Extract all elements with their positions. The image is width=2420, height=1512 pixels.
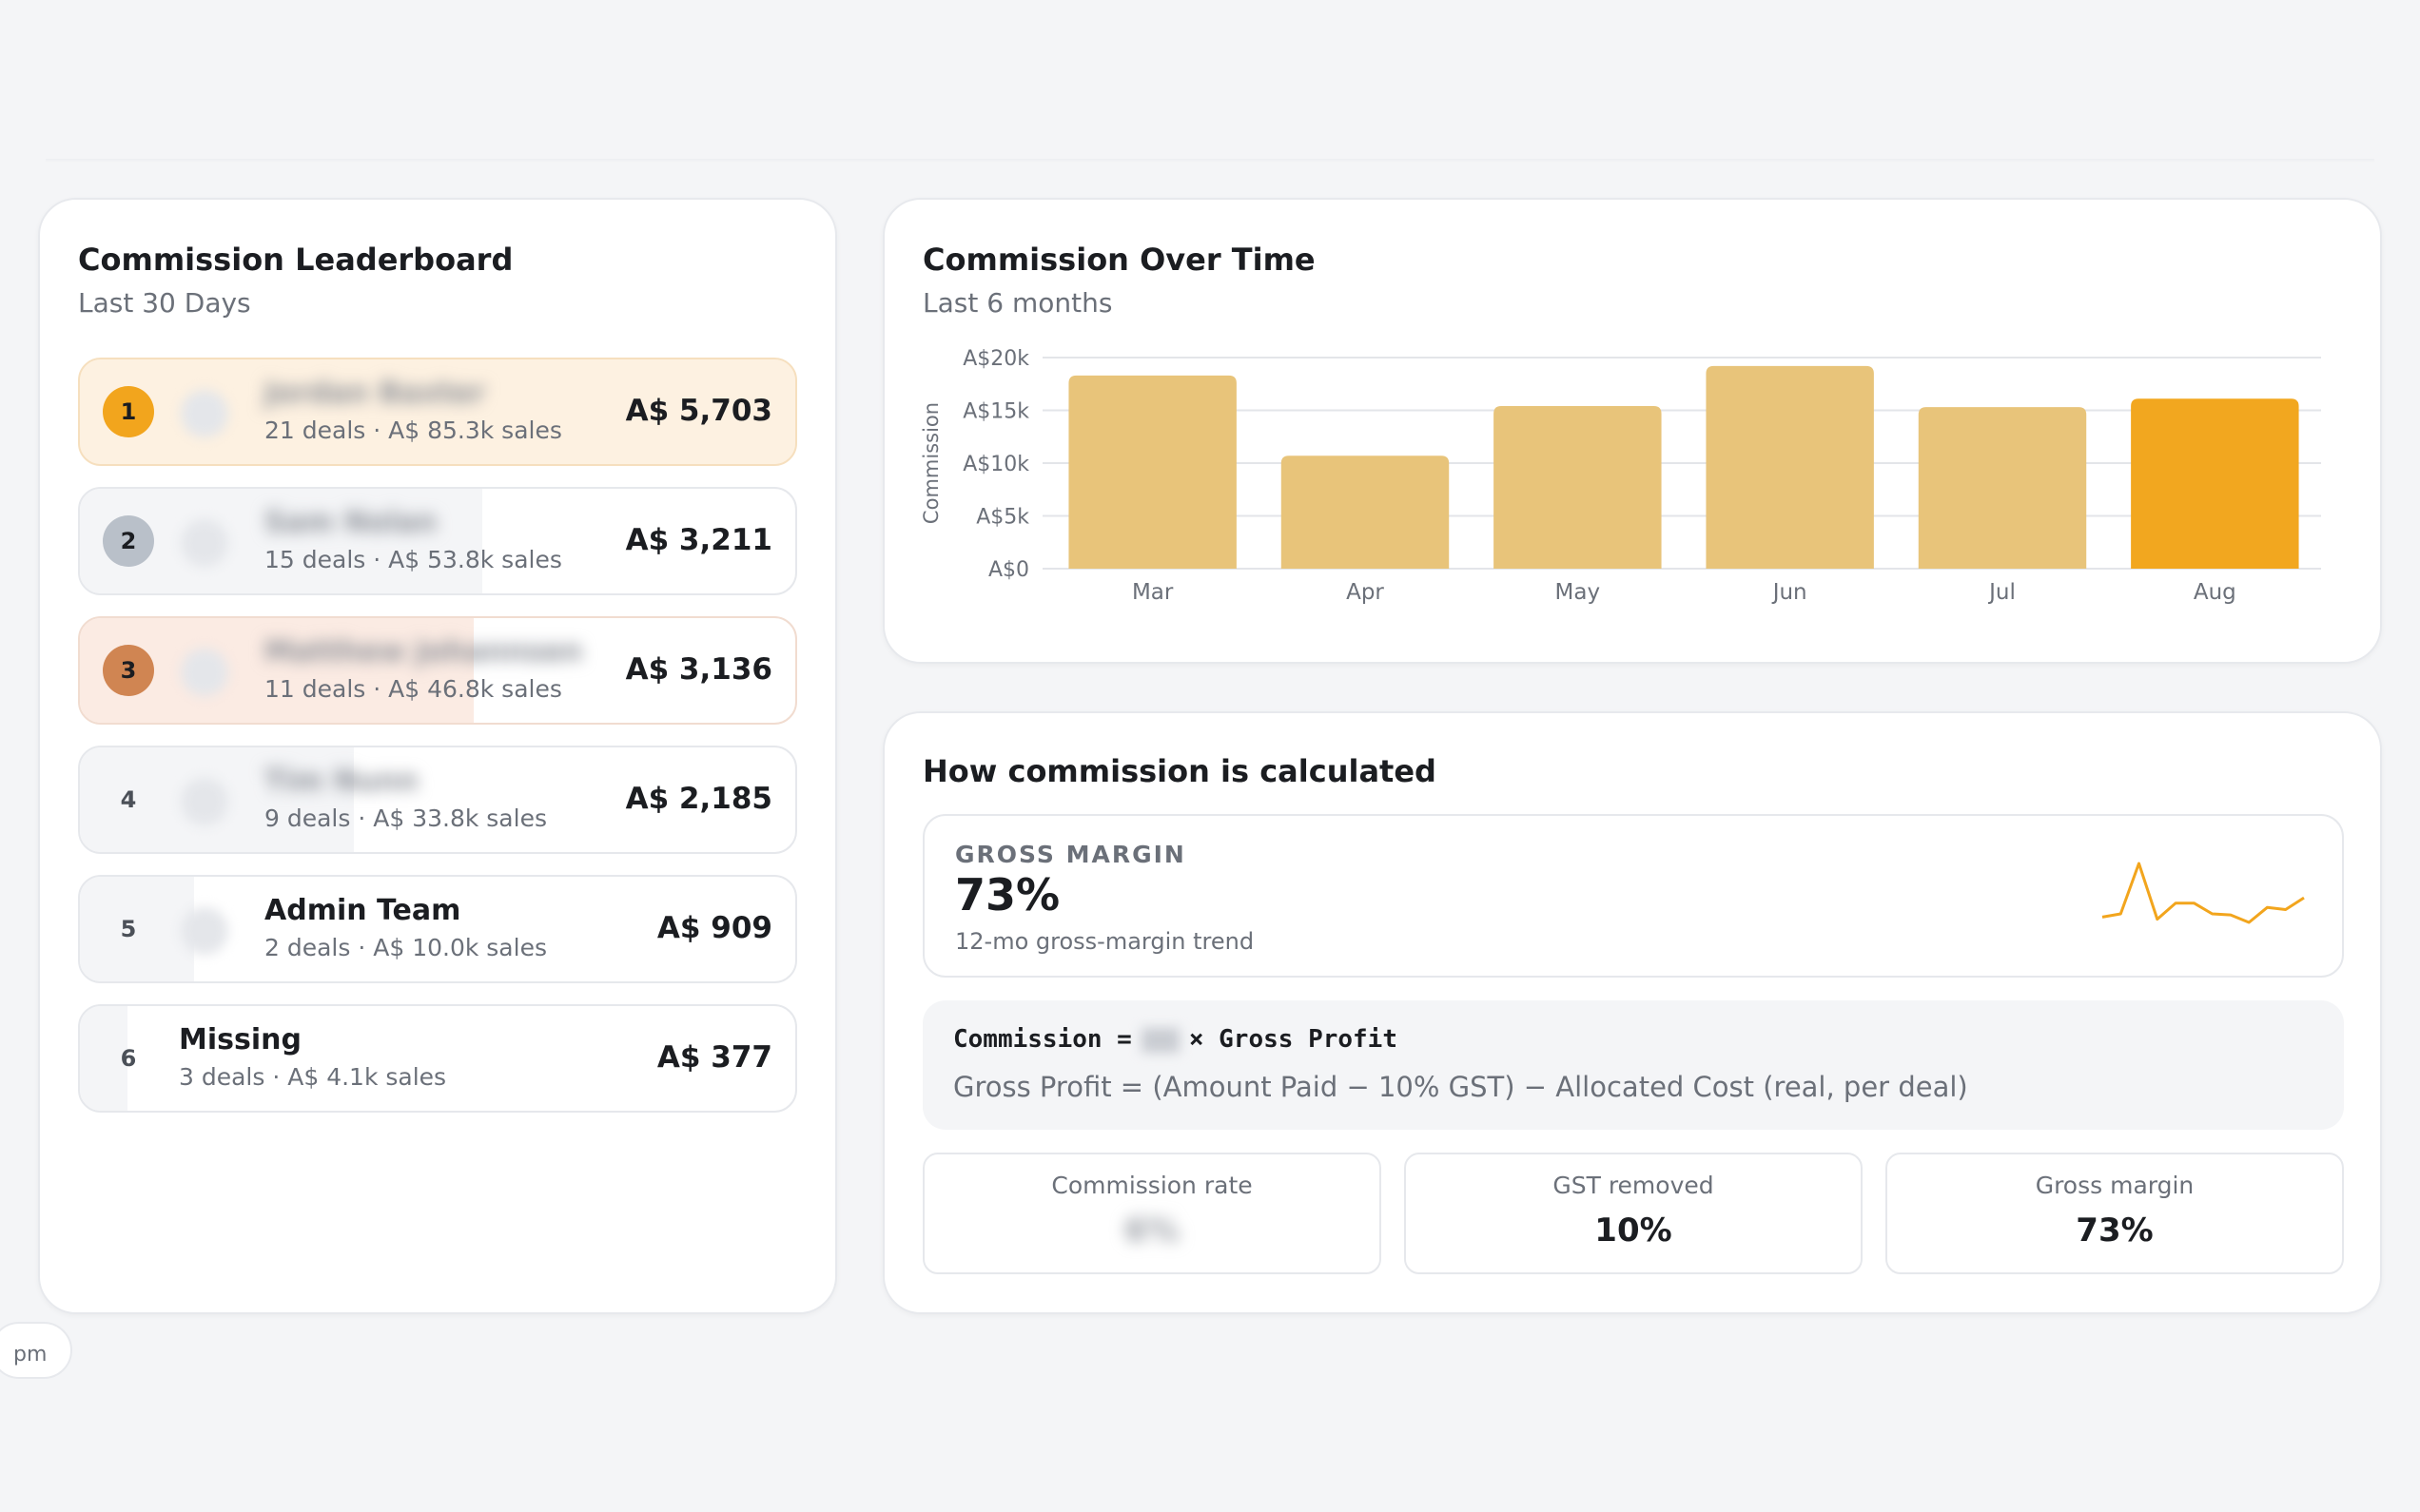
- gross-margin-value: 73%: [955, 869, 1060, 921]
- formula-prefix: Commission =: [953, 1025, 1132, 1054]
- rep-deals-summary: 3 deals · A$ 4.1k sales: [179, 1063, 446, 1091]
- calc-title: How commission is calculated: [923, 753, 1436, 789]
- rep-deals-summary: 21 deals · A$ 85.3k sales: [264, 417, 562, 444]
- top-divider: [46, 159, 2374, 163]
- sparkline-path: [2102, 863, 2304, 922]
- rep-deals-summary: 15 deals · A$ 53.8k sales: [264, 546, 562, 573]
- leaderboard-row[interactable]: 6 Missing 3 deals · A$ 4.1k sales A$ 377: [78, 1004, 797, 1113]
- avatar: [181, 519, 228, 567]
- rep-commission-amount: A$ 3,211: [626, 523, 772, 557]
- gross-margin-label: GROSS MARGIN: [955, 841, 1186, 868]
- chart-bar-aug[interactable]: [2131, 398, 2298, 569]
- rep-name: Missing: [179, 1023, 302, 1056]
- stat-label: Commission rate: [925, 1172, 1379, 1199]
- y-tick-label: A$20k: [963, 347, 1029, 371]
- leaderboard-row[interactable]: 4 Tim Nunn 9 deals · A$ 33.8k sales A$ 2…: [78, 746, 797, 854]
- stat-value: 10%: [1406, 1212, 1861, 1250]
- leaderboard-list: 1 Jordan Baxter 21 deals · A$ 85.3k sale…: [78, 358, 797, 1134]
- commission-formula: Commission = × Gross Profit: [953, 1025, 1397, 1054]
- rep-name: Tim Nunn: [264, 765, 419, 798]
- gross-profit-formula: Gross Profit = (Amount Paid − 10% GST) −…: [953, 1071, 1968, 1103]
- rep-name: Jordan Baxter: [264, 377, 485, 410]
- stat-gross-margin: Gross margin 73%: [1885, 1153, 2344, 1274]
- leaderboard-row[interactable]: 1 Jordan Baxter 21 deals · A$ 85.3k sale…: [78, 358, 797, 466]
- x-tick-label: Jul: [1987, 580, 2016, 605]
- rep-commission-amount: A$ 5,703: [626, 394, 772, 428]
- formula-panel: Commission = × Gross Profit Gross Profit …: [923, 1000, 2344, 1130]
- rep-name: Admin Team: [264, 894, 460, 927]
- stat-value: 73%: [1887, 1212, 2342, 1250]
- x-tick-label: Aug: [2194, 580, 2236, 605]
- y-tick-label: A$10k: [963, 453, 1029, 476]
- y-tick-label: A$15k: [963, 400, 1029, 424]
- commission-bar-chart: A$0 A$5k A$10k A$15k A$20k Commission Mar Apr Ma…: [885, 200, 2380, 662]
- avatar: [181, 778, 228, 825]
- leaderboard-card: Commission Leaderboard Last 30 Days 1 Jo…: [38, 198, 837, 1314]
- leaderboard-row[interactable]: 2 Sam Nolan 15 deals · A$ 53.8k sales A$…: [78, 487, 797, 595]
- x-tick-label: May: [1555, 580, 1601, 605]
- stat-label: GST removed: [1406, 1172, 1861, 1199]
- rep-deals-summary: 9 deals · A$ 33.8k sales: [264, 804, 547, 832]
- rep-commission-amount: A$ 2,185: [626, 782, 772, 816]
- x-tick-label: Mar: [1132, 580, 1174, 605]
- leaderboard-subtitle: Last 30 Days: [78, 287, 251, 319]
- formula-suffix: × Gross Profit: [1189, 1025, 1397, 1054]
- rep-deals-summary: 2 deals · A$ 10.0k sales: [264, 934, 547, 961]
- rank-badge: 3: [103, 645, 154, 696]
- edge-chip-label: pm: [13, 1343, 47, 1367]
- gross-margin-sparkline: [2098, 860, 2317, 936]
- chart-bar-mar[interactable]: [1068, 376, 1236, 569]
- stat-commission-rate: Commission rate 6%: [923, 1153, 1381, 1274]
- rep-name: Matthew Johannsen: [264, 635, 582, 669]
- redacted-rate: [1142, 1028, 1180, 1053]
- rep-commission-amount: A$ 3,136: [626, 652, 772, 687]
- rep-name: Sam Nolan: [264, 506, 437, 539]
- stat-gst-removed: GST removed 10%: [1404, 1153, 1863, 1274]
- stat-label: Gross margin: [1887, 1172, 2342, 1199]
- y-tick-label: A$0: [988, 558, 1029, 582]
- x-tick-label: Jun: [1771, 580, 1807, 605]
- gross-margin-caption: 12-mo gross-margin trend: [955, 928, 1254, 955]
- avatar: [181, 649, 228, 696]
- rep-commission-amount: A$ 909: [657, 911, 772, 945]
- rep-commission-amount: A$ 377: [657, 1040, 772, 1075]
- rank-badge: 1: [103, 386, 154, 437]
- rank-badge: 6: [103, 1033, 154, 1084]
- avatar: [181, 390, 228, 437]
- leaderboard-row[interactable]: 5 Admin Team 2 deals · A$ 10.0k sales A$…: [78, 875, 797, 983]
- commission-calc-card: How commission is calculated GROSS MARGI…: [883, 711, 2382, 1314]
- x-tick-label: Apr: [1346, 580, 1384, 605]
- avatar: [181, 907, 228, 955]
- commission-chart-card: Commission Over Time Last 6 months A$0 A$…: [883, 198, 2382, 664]
- chart-bar-jul[interactable]: [1919, 407, 2086, 569]
- leaderboard-row[interactable]: 3 Matthew Johannsen 11 deals · A$ 46.8k …: [78, 616, 797, 725]
- stat-value: 6%: [925, 1212, 1379, 1250]
- rep-deals-summary: 11 deals · A$ 46.8k sales: [264, 675, 562, 703]
- rank-badge: 2: [103, 515, 154, 567]
- y-axis-label: Commission: [920, 402, 943, 524]
- chart-bar-may[interactable]: [1493, 406, 1661, 569]
- rank-badge: 4: [103, 774, 154, 825]
- y-tick-label: A$5k: [976, 506, 1029, 530]
- chart-bar-apr[interactable]: [1281, 456, 1449, 569]
- gross-margin-panel: GROSS MARGIN 73% 12-mo gross-margin tren…: [923, 814, 2344, 978]
- leaderboard-title: Commission Leaderboard: [78, 242, 513, 278]
- edge-chip[interactable]: pm: [0, 1322, 72, 1379]
- chart-bar-jun[interactable]: [1706, 366, 1873, 569]
- rank-badge: 5: [103, 903, 154, 955]
